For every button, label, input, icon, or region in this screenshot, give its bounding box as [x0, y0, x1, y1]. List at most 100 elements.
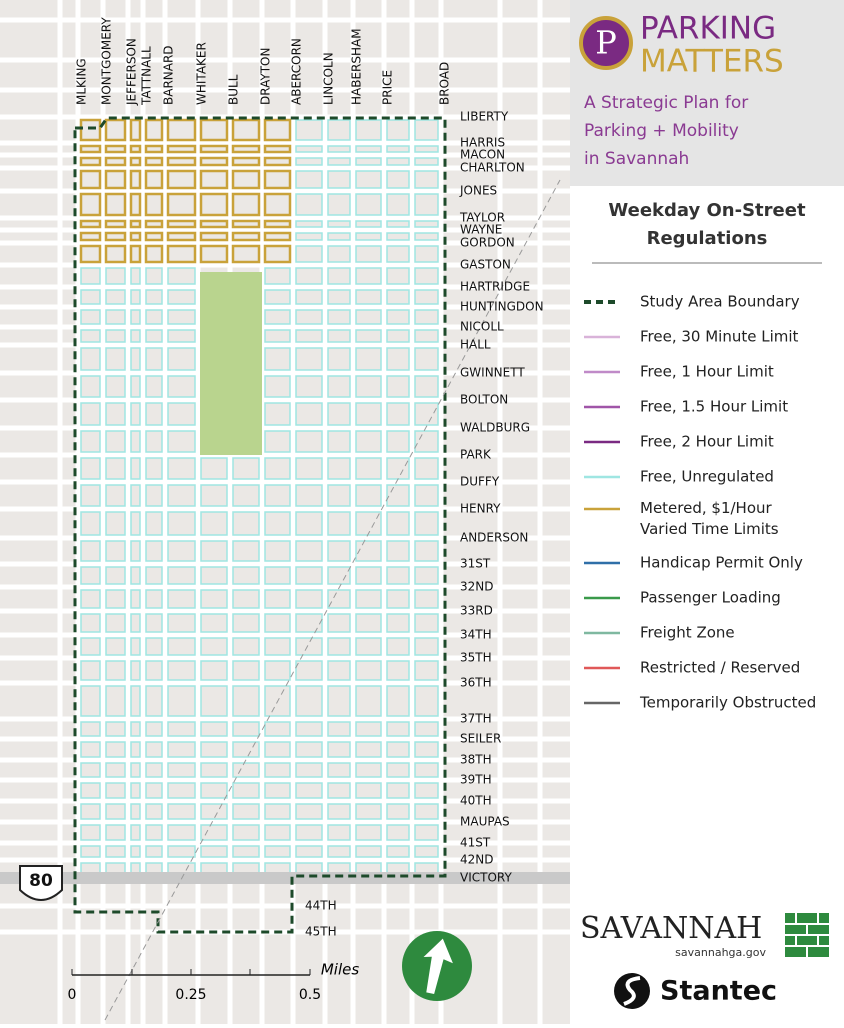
- block-curbs: [263, 118, 292, 142]
- block-curbs: [104, 231, 127, 242]
- block-curbs: [80, 613, 101, 633]
- block-curbs: [327, 721, 351, 737]
- block-curbs: [166, 192, 197, 217]
- street-label: BROAD: [438, 62, 452, 105]
- block-curbs: [386, 145, 410, 153]
- block-curbs: [145, 589, 163, 609]
- street-network: [0, 0, 570, 1024]
- legend-items: Study Area Boundary Free, 30 Minute Limit…: [584, 293, 816, 712]
- block-curbs: [167, 613, 196, 633]
- block-curbs: [167, 511, 196, 536]
- block-curbs: [105, 267, 126, 285]
- block-curbs: [386, 402, 410, 426]
- block-curbs: [295, 347, 323, 371]
- block-curbs: [129, 231, 142, 242]
- north-arrow: [402, 931, 472, 1001]
- legend-label: Varied Time Limits: [640, 520, 779, 538]
- city-url: savannahga.gov: [675, 946, 766, 959]
- block-curbs: [79, 169, 102, 190]
- block-curbs: [295, 402, 323, 426]
- block-curbs: [105, 457, 126, 480]
- block-curbs: [327, 402, 351, 426]
- block-curbs: [232, 721, 260, 737]
- block-curbs: [105, 511, 126, 536]
- block-curbs: [144, 144, 164, 154]
- block-curbs: [199, 192, 229, 217]
- block-curbs: [200, 589, 228, 609]
- block-curbs: [355, 309, 382, 325]
- block-curbs: [414, 613, 439, 633]
- block-curbs: [295, 824, 323, 841]
- block-curbs: [355, 402, 382, 426]
- block-curbs: [327, 430, 351, 453]
- subtitle: Parking + Mobility: [584, 121, 739, 141]
- street-label: 34TH: [460, 628, 492, 642]
- block-curbs: [386, 511, 410, 536]
- block-curbs: [414, 193, 439, 216]
- block-curbs: [130, 309, 141, 325]
- block-curbs: [295, 245, 323, 263]
- block-curbs: [167, 741, 196, 758]
- block-curbs: [327, 540, 351, 562]
- street-label: 41ST: [460, 836, 491, 850]
- block-curbs: [200, 540, 228, 562]
- block-curbs: [327, 309, 351, 325]
- street-label: WAYNE: [460, 223, 502, 237]
- street-label: 31ST: [460, 557, 491, 571]
- block-curbs: [386, 157, 410, 166]
- block-curbs: [295, 803, 323, 820]
- study-area-boundary: [73, 116, 447, 934]
- block-curbs: [166, 244, 197, 264]
- street-label: JONES: [459, 184, 497, 198]
- block-curbs: [414, 721, 439, 737]
- block-curbs: [167, 660, 196, 681]
- block-curbs: [80, 289, 101, 305]
- block-curbs: [145, 762, 163, 778]
- block-curbs: [80, 511, 101, 536]
- block-curbs: [200, 741, 228, 758]
- legend-label: Restricted / Reserved: [640, 659, 800, 677]
- block-curbs: [80, 762, 101, 778]
- block-curbs: [414, 157, 439, 166]
- block-curbs: [327, 741, 351, 758]
- block-curbs: [80, 637, 101, 656]
- legend-label: Metered, $1/Hour: [640, 499, 773, 517]
- street-label: HUNTINGDON: [460, 300, 544, 314]
- block-curbs: [327, 824, 351, 841]
- street-label: GWINNETT: [460, 366, 525, 380]
- block-curbs: [264, 589, 291, 609]
- block-curbs: [167, 824, 196, 841]
- block-curbs: [264, 329, 291, 343]
- block-curbs: [355, 145, 382, 153]
- block-curbs: [355, 193, 382, 216]
- block-curbs: [263, 219, 292, 229]
- block-curbs: [130, 484, 141, 507]
- block-curbs: [355, 511, 382, 536]
- block-curbs: [130, 267, 141, 285]
- block-curbs: [414, 375, 439, 398]
- block-curbs: [145, 637, 163, 656]
- block-curbs: [105, 289, 126, 305]
- block-curbs: [414, 845, 439, 858]
- block-curbs: [295, 589, 323, 609]
- block-curbs: [295, 685, 323, 717]
- block-curbs: [105, 824, 126, 841]
- block-curbs: [130, 803, 141, 820]
- block-curbs: [105, 540, 126, 562]
- legend-label: Freight Zone: [640, 624, 735, 642]
- block-curbs: [231, 192, 261, 217]
- block-curbs: [414, 457, 439, 480]
- block-curbs: [386, 589, 410, 609]
- block-curbs: [327, 329, 351, 343]
- block-curbs: [327, 457, 351, 480]
- block-curbs: [130, 540, 141, 562]
- street-label: BULL: [227, 74, 241, 105]
- street-label: 38TH: [460, 753, 492, 767]
- block-curbs: [386, 375, 410, 398]
- block-curbs: [386, 220, 410, 228]
- block-curbs: [295, 721, 323, 737]
- block-curbs: [355, 375, 382, 398]
- block-curbs: [166, 231, 197, 242]
- street-label: GASTON: [460, 258, 511, 272]
- logo-letter: P: [595, 24, 617, 62]
